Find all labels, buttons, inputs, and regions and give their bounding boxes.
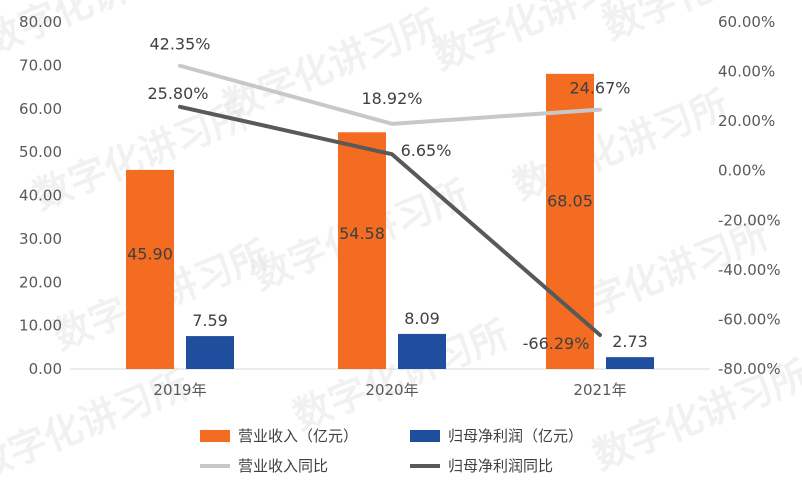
line-point xyxy=(391,123,393,125)
bar-label: 8.09 xyxy=(404,309,440,328)
right-axis-tick: -60.00% xyxy=(718,310,781,328)
legend: 营业收入（亿元） 归母净利润（亿元） 营业收入同比 归母净利润同比 xyxy=(200,427,583,475)
legend-net-profit-yoy-label: 归母净利润同比 xyxy=(448,457,553,475)
legend-revenue-swatch xyxy=(200,430,230,442)
legend-net-profit-label: 归母净利润（亿元） xyxy=(448,427,583,445)
x-axis-tick: 2019年 xyxy=(153,381,206,399)
left-axis-tick: 50.00 xyxy=(19,143,62,161)
left-axis-tick: 10.00 xyxy=(19,317,62,335)
watermark-text: 数字化讲习所 xyxy=(287,312,515,438)
bar-revenue xyxy=(546,73,594,369)
legend-net-profit: 归母净利润（亿元） xyxy=(410,427,583,445)
bar-revenue xyxy=(126,169,174,369)
line-label: 42.35% xyxy=(149,35,210,54)
left-axis-tick: 0.00 xyxy=(29,360,62,378)
x-axis-tick: 2020年 xyxy=(365,381,418,399)
lines xyxy=(178,63,602,338)
bar-label: 45.90 xyxy=(127,244,173,263)
right-axis-tick: -80.00% xyxy=(718,360,781,378)
left-axis-tick: 60.00 xyxy=(19,100,62,118)
watermark-text: 数字化讲习所 xyxy=(507,82,735,208)
bar-label: 68.05 xyxy=(547,192,593,211)
bar-net-profit xyxy=(186,336,234,369)
legend-revenue-label: 营业收入（亿元） xyxy=(238,427,358,445)
bars xyxy=(126,73,654,369)
watermark-text: 数字化讲习所 xyxy=(217,2,445,128)
axes: 0.00 10.00 20.00 30.00 40.00 50.00 60.00 70.00 8… xyxy=(19,13,781,399)
left-axis-tick: 70.00 xyxy=(19,56,62,74)
left-axis-tick: 80.00 xyxy=(19,13,62,31)
legend-revenue: 营业收入（亿元） xyxy=(200,427,358,445)
line-label: -66.29% xyxy=(523,334,590,353)
line-label: 25.80% xyxy=(147,84,208,103)
x-axis-tick: 2021年 xyxy=(573,381,626,399)
legend-revenue-yoy-label: 营业收入同比 xyxy=(238,457,328,475)
legend-net-profit-yoy: 归母净利润同比 xyxy=(410,457,553,475)
line-point xyxy=(391,153,393,155)
bar-net-profit xyxy=(606,357,654,369)
right-axis-tick: 40.00% xyxy=(718,63,775,81)
line-label: 18.92% xyxy=(361,89,422,108)
bar-label: 2.73 xyxy=(612,332,648,351)
right-axis-tick: 20.00% xyxy=(718,112,775,130)
watermark-text: 数字化讲习所 xyxy=(0,0,205,63)
left-axis-tick: 40.00 xyxy=(19,187,62,205)
right-axis-tick: -40.00% xyxy=(718,261,781,279)
line-point xyxy=(179,65,181,67)
right-axis-tick: 60.00% xyxy=(718,13,775,31)
line-label: 6.65% xyxy=(401,141,452,160)
bar-label: 54.58 xyxy=(339,224,385,243)
right-axis-tick: 0.00% xyxy=(718,162,766,180)
bar-revenue xyxy=(338,132,386,369)
legend-revenue-yoy: 营业收入同比 xyxy=(200,457,328,475)
right-axis-tick: -20.00% xyxy=(718,211,781,229)
left-axis-tick: 30.00 xyxy=(19,230,62,248)
bar-label: 7.59 xyxy=(192,311,228,330)
line-point xyxy=(179,106,181,108)
line-point xyxy=(599,109,601,111)
data-labels: 45.90 54.58 68.05 7.59 8.09 2.73 42.35% 18.92% 2… xyxy=(127,35,648,353)
bar-net-profit xyxy=(398,333,446,369)
line-point xyxy=(599,334,601,336)
legend-net-profit-swatch xyxy=(410,430,440,442)
left-axis-tick: 20.00 xyxy=(19,273,62,291)
line-label: 24.67% xyxy=(569,79,630,98)
